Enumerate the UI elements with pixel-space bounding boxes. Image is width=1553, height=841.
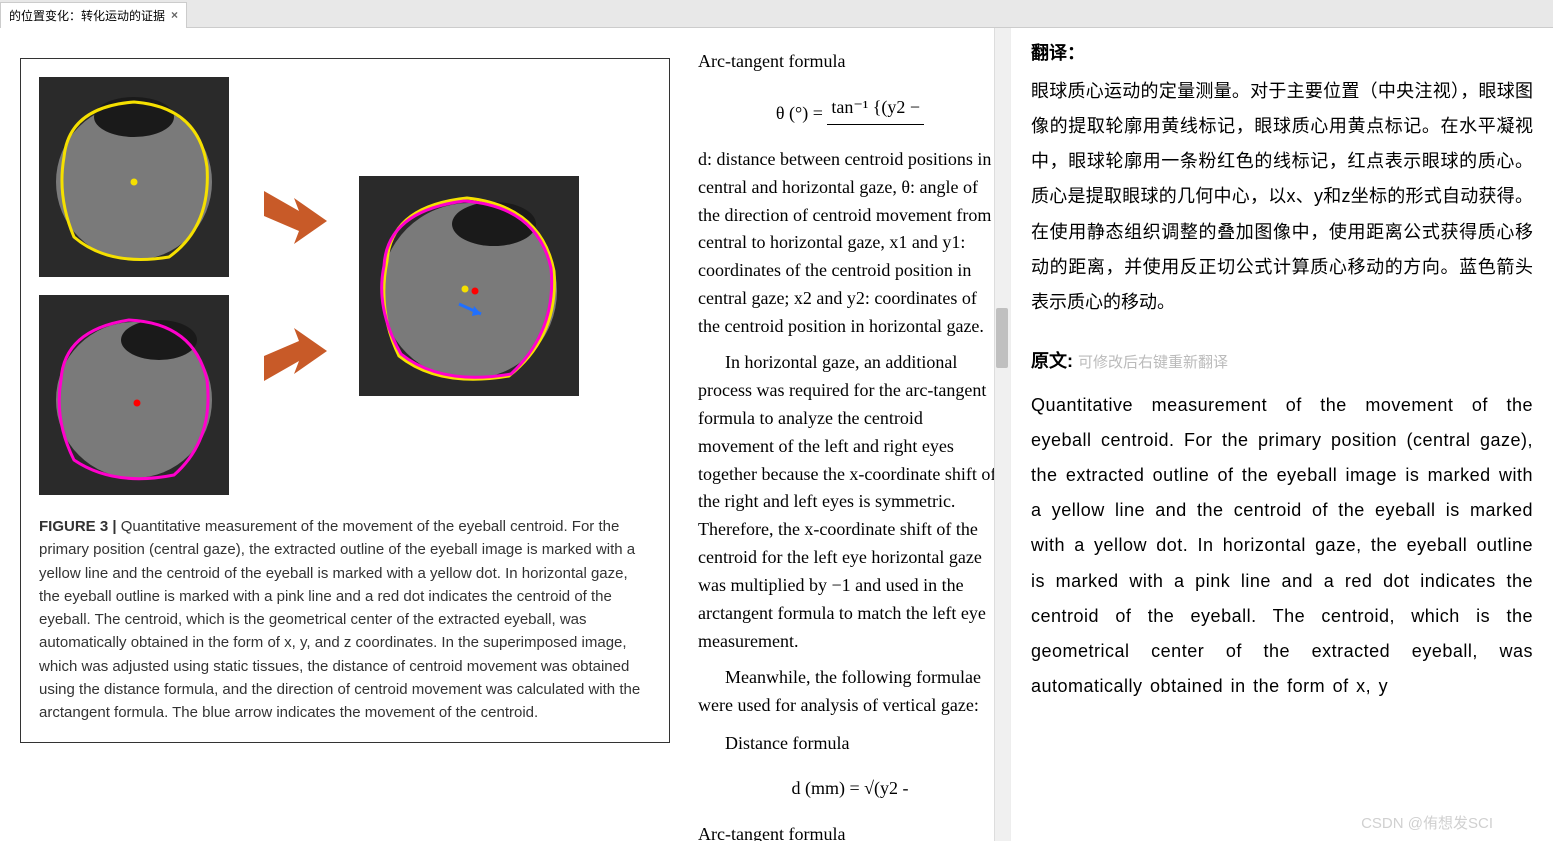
mri-superimposed bbox=[359, 176, 579, 396]
original-text[interactable]: Quantitative measurement of the movement… bbox=[1031, 388, 1533, 704]
figure-box: FIGURE 3 | Quantitative measurement of t… bbox=[20, 58, 670, 743]
formula-title-2: Distance formula bbox=[698, 730, 1002, 758]
figure-images bbox=[39, 77, 651, 495]
formula-title-1: Arc-tangent formula bbox=[698, 48, 1002, 76]
content-area: FIGURE 3 | Quantitative measurement of t… bbox=[0, 28, 1553, 841]
figure-caption-text: Quantitative measurement of the movement… bbox=[39, 518, 640, 721]
translate-header: 翻译： bbox=[1031, 36, 1533, 70]
original-label: 原文: 可修改后右键重新翻译 bbox=[1031, 344, 1533, 378]
formula-distance: d (mm) = √(y2 - bbox=[698, 775, 1002, 803]
arrows-column bbox=[259, 186, 329, 386]
translation-panel: 翻译： 眼球质心运动的定量测量。对于主要位置（中央注视），眼球图像的提取轮廓用黄… bbox=[1010, 28, 1553, 841]
horizontal-gaze-para: In horizontal gaze, an additional proces… bbox=[698, 349, 1002, 656]
close-icon[interactable]: × bbox=[171, 8, 178, 22]
arrow-up-icon bbox=[259, 326, 329, 386]
chinese-translation: 眼球质心运动的定量测量。对于主要位置（中央注视），眼球图像的提取轮廓用黄线标记，… bbox=[1031, 74, 1533, 320]
formula-title-3: Arc-tangent formula bbox=[698, 821, 1002, 841]
formula-rhs: tan⁻¹ {(y2 − bbox=[827, 94, 924, 125]
original-hint: 可修改后右键重新翻译 bbox=[1078, 354, 1228, 371]
original-label-text: 原文: bbox=[1031, 351, 1078, 371]
mri-horizontal-gaze bbox=[39, 295, 229, 495]
definitions-para: d: distance between centroid positions i… bbox=[698, 146, 1002, 341]
document-tab[interactable]: 的位置变化：转化运动的证据 × bbox=[0, 2, 187, 28]
tab-bar: 的位置变化：转化运动的证据 × bbox=[0, 0, 1553, 28]
paper-text-panel: Arc-tangent formula θ (°) = tan⁻¹ {(y2 −… bbox=[690, 28, 1010, 841]
figure-panel: FIGURE 3 | Quantitative measurement of t… bbox=[0, 28, 690, 841]
meanwhile-para: Meanwhile, the following formulae were u… bbox=[698, 664, 1002, 720]
formula-lhs: θ (°) = bbox=[776, 103, 827, 123]
formula-arctangent-1: θ (°) = tan⁻¹ {(y2 − bbox=[698, 94, 1002, 128]
scrollbar-thumb[interactable] bbox=[996, 308, 1008, 368]
mri-central-gaze bbox=[39, 77, 229, 277]
scrollbar[interactable] bbox=[994, 28, 1010, 841]
figure-label: FIGURE 3 | bbox=[39, 518, 121, 535]
left-mri-pair bbox=[39, 77, 229, 495]
figure-caption: FIGURE 3 | Quantitative measurement of t… bbox=[39, 515, 651, 724]
tab-title: 的位置变化：转化运动的证据 bbox=[9, 7, 165, 24]
arrow-down-icon bbox=[259, 186, 329, 246]
